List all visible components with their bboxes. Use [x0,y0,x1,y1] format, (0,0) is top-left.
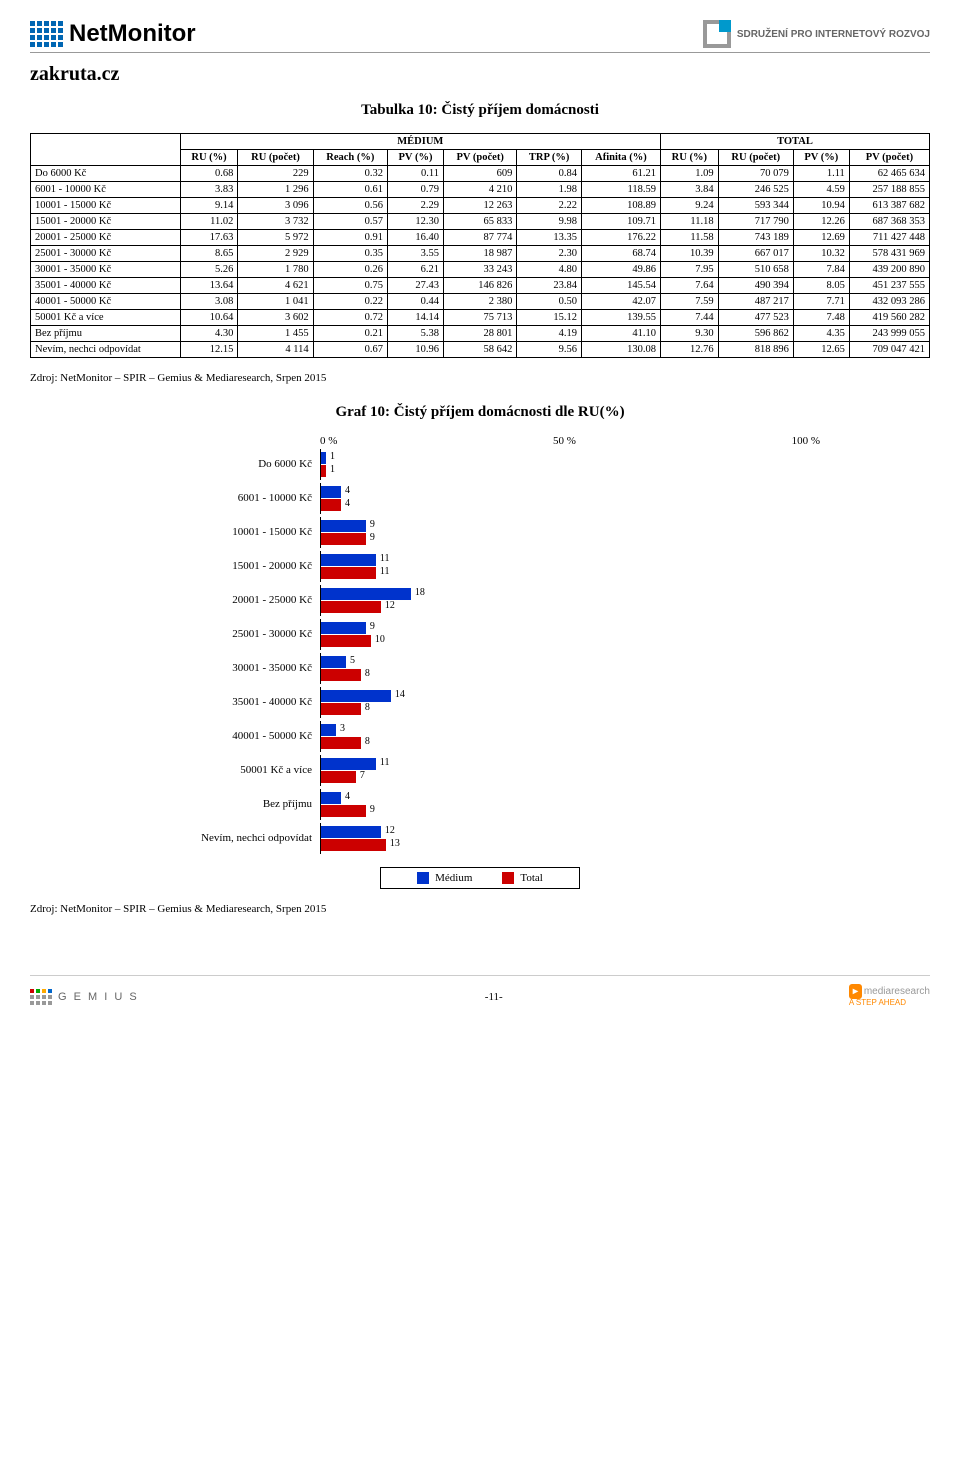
chart-axis: 0 % 50 % 100 % [140,435,820,447]
axis-min: 0 % [320,435,337,447]
mediaresearch-logo: ▸mediaresearch A STEP AHEAD [849,986,930,1008]
table-row: Do 6000 Kč0.682290.320.116090.8461.211.0… [31,166,930,182]
chart: 0 % 50 % 100 % Do 6000 Kč116001 - 10000 … [140,435,820,889]
bar-medium: 11 [321,554,820,566]
table-row: 10001 - 15000 Kč9.143 0960.562.2912 2632… [31,198,930,214]
table-row: 30001 - 35000 Kč5.261 7800.266.2133 2434… [31,262,930,278]
gemius-dots-icon [30,989,52,1005]
footer: G E M I U S -11- ▸mediaresearch A STEP A… [30,975,930,1008]
gemius-logo: G E M I U S [30,989,139,1005]
bar-total: 8 [321,703,820,715]
logo-grid-icon [30,21,63,47]
col-t-pv-pct: PV (%) [793,150,849,166]
col-trp: TRP (%) [517,150,582,166]
bar-medium: 11 [321,758,820,770]
chart-row: Bez příjmu49 [140,787,820,821]
bar-total: 12 [321,601,820,613]
bar-total: 7 [321,771,820,783]
spir-logo: SDRUŽENÍ PRO INTERNETOVÝ ROZVOJ [703,20,930,48]
bar-total: 1 [321,465,820,477]
source-note: Zdroj: NetMonitor – SPIR – Gemius & Medi… [30,372,930,384]
bar-total: 9 [321,805,820,817]
col-ru-pct: RU (%) [180,150,238,166]
bar-total: 13 [321,839,820,851]
chart-row: 30001 - 35000 Kč58 [140,651,820,685]
table-title: Tabulka 10: Čistý příjem domácnosti [30,102,930,119]
col-group-total: TOTAL [660,134,929,150]
col-t-ru-count: RU (počet) [718,150,793,166]
header: NetMonitor SDRUŽENÍ PRO INTERNETOVÝ ROZV… [30,20,930,53]
chart-row: 20001 - 25000 Kč1812 [140,583,820,617]
table-row: 50001 Kč a více10.643 6020.7214.1475 713… [31,310,930,326]
bar-total: 11 [321,567,820,579]
col-afinita: Afinita (%) [581,150,660,166]
income-table: MÉDIUM TOTAL RU (%) RU (počet) Reach (%)… [30,133,930,358]
table-row: 15001 - 20000 Kč11.023 7320.5712.3065 83… [31,214,930,230]
site-name: zakruta.cz [30,63,930,86]
bar-medium: 3 [321,724,820,736]
bar-total: 8 [321,669,820,681]
bar-total: 4 [321,499,820,511]
bar-total: 9 [321,533,820,545]
chart-row: 50001 Kč a více117 [140,753,820,787]
chart-row: 6001 - 10000 Kč44 [140,481,820,515]
bar-medium: 4 [321,792,820,804]
logo-text: NetMonitor [69,20,196,48]
col-reach: Reach (%) [313,150,387,166]
chart-title: Graf 10: Čistý příjem domácnosti dle RU(… [30,404,930,421]
table-row: 20001 - 25000 Kč17.635 9720.9116.4087 77… [31,230,930,246]
chart-row: 40001 - 50000 Kč38 [140,719,820,753]
axis-max: 100 % [792,435,820,447]
page-number: -11- [139,991,849,1003]
axis-mid: 50 % [553,435,576,447]
bar-medium: 5 [321,656,820,668]
bar-medium: 14 [321,690,820,702]
spir-icon [703,20,731,48]
netmonitor-logo: NetMonitor [30,20,196,48]
mediaresearch-icon: ▸ [849,984,862,999]
col-ru-count: RU (počet) [238,150,313,166]
gemius-text: G E M I U S [58,991,139,1003]
bar-medium: 18 [321,588,820,600]
spir-text: SDRUŽENÍ PRO INTERNETOVÝ ROZVOJ [737,29,930,40]
table-row: 40001 - 50000 Kč3.081 0410.220.442 3800.… [31,294,930,310]
table-row: Bez příjmu4.301 4550.215.3828 8014.1941.… [31,326,930,342]
bar-medium: 4 [321,486,820,498]
chart-row: 25001 - 30000 Kč910 [140,617,820,651]
col-t-pv-count: PV (počet) [849,150,929,166]
chart-row: 35001 - 40000 Kč148 [140,685,820,719]
bar-total: 8 [321,737,820,749]
chart-legend: Médium Total [380,867,580,889]
chart-row: Do 6000 Kč11 [140,447,820,481]
chart-row: 15001 - 20000 Kč1111 [140,549,820,583]
bar-medium: 9 [321,520,820,532]
col-group-medium: MÉDIUM [180,134,660,150]
bar-medium: 1 [321,452,820,464]
bar-total: 10 [321,635,820,647]
chart-row: Nevím, nechci odpovídat1213 [140,821,820,855]
source-note-2: Zdroj: NetMonitor – SPIR – Gemius & Medi… [30,903,930,915]
col-pv-count: PV (počet) [443,150,516,166]
chart-row: 10001 - 15000 Kč99 [140,515,820,549]
table-row: 6001 - 10000 Kč3.831 2960.610.794 2101.9… [31,182,930,198]
table-row: 25001 - 30000 Kč8.652 9290.353.5518 9872… [31,246,930,262]
col-pv-pct: PV (%) [388,150,444,166]
bar-medium: 12 [321,826,820,838]
legend-total: Total [502,872,542,884]
bar-medium: 9 [321,622,820,634]
table-row: 35001 - 40000 Kč13.644 6210.7527.43146 8… [31,278,930,294]
legend-medium: Médium [417,872,472,884]
col-t-ru-pct: RU (%) [660,150,718,166]
table-row: Nevím, nechci odpovídat12.154 1140.6710.… [31,342,930,358]
